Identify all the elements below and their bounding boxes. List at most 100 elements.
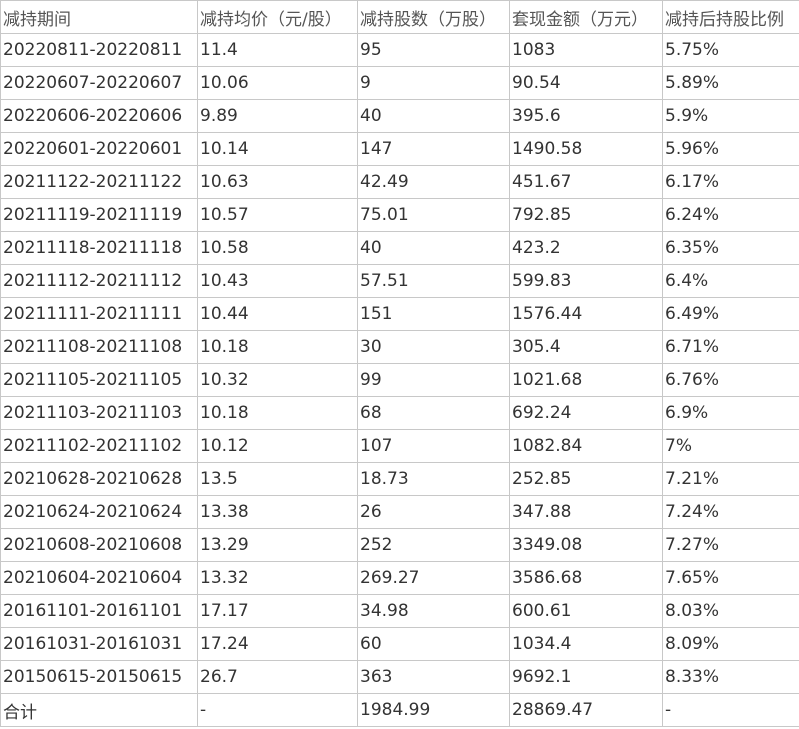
cell: 147: [357, 132, 510, 166]
table-row: 20211119-20211119 10.57 75.01 792.85 6.24%: [0, 198, 799, 232]
cell: 5.75%: [662, 33, 799, 67]
cell: 34.98: [357, 594, 510, 628]
cell: 13.38: [197, 495, 358, 529]
cell: 252: [357, 528, 510, 562]
table-row: 20211103-20211103 10.18 68 692.24 6.9%: [0, 396, 799, 430]
cell: 20211111-20211111: [0, 297, 198, 331]
table-row: 20211108-20211108 10.18 30 305.4 6.71%: [0, 330, 799, 364]
cell: 10.44: [197, 297, 358, 331]
cell: 68: [357, 396, 510, 430]
cell: 26.7: [197, 660, 358, 694]
header-cell: 减持后持股比例: [662, 0, 799, 34]
header-cell: 减持均价（元/股）: [197, 0, 358, 34]
cell: 20211103-20211103: [0, 396, 198, 430]
cell: -: [662, 693, 799, 727]
table-row: 20150615-20150615 26.7 363 9692.1 8.33%: [0, 660, 799, 694]
cell: 1083: [509, 33, 663, 67]
cell: 792.85: [509, 198, 663, 232]
table-row: 合计 -1984.99 28869.47-: [0, 693, 799, 727]
cell: 10.18: [197, 396, 358, 430]
table-row: 20161031-20161031 17.24 60 1034.4 8.09%: [0, 627, 799, 661]
cell: 20210604-20210604: [0, 561, 198, 595]
table-row: 20211118-20211118 10.58 40 423.2 6.35%: [0, 231, 799, 265]
table-row: 20211111-20211111 10.44 151 1576.44 6.49%: [0, 297, 799, 331]
cell: 7.27%: [662, 528, 799, 562]
cell: 7%: [662, 429, 799, 463]
cell: 40: [357, 99, 510, 133]
header-cell: 减持股数（万股）: [357, 0, 510, 34]
cell: 13.29: [197, 528, 358, 562]
cell: 99: [357, 363, 510, 397]
cell: 18.73: [357, 462, 510, 496]
cell: 692.24: [509, 396, 663, 430]
cell: 252.85: [509, 462, 663, 496]
table-row: 20211102-20211102 10.12 107 1082.84 7%: [0, 429, 799, 463]
cell: 7.24%: [662, 495, 799, 529]
cell: 1984.99: [357, 693, 510, 727]
cell: 20210608-20210608: [0, 528, 198, 562]
cell: 8.33%: [662, 660, 799, 694]
table-row: 20211122-20211122 10.63 42.49 451.67 6.17%: [0, 165, 799, 199]
cell: 9.89: [197, 99, 358, 133]
cell: 1034.4: [509, 627, 663, 661]
cell: 20220606-20220606: [0, 99, 198, 133]
cell: 451.67: [509, 165, 663, 199]
cell: 90.54: [509, 66, 663, 100]
table-row: 20210628-20210628 13.5 18.73 252.85 7.21%: [0, 462, 799, 496]
cell: 20220607-20220607: [0, 66, 198, 100]
cell: 20210628-20210628: [0, 462, 198, 496]
cell: 10.58: [197, 231, 358, 265]
cell: 20211108-20211108: [0, 330, 198, 364]
cell: 1490.58: [509, 132, 663, 166]
cell: 8.03%: [662, 594, 799, 628]
cell: -: [197, 693, 358, 727]
cell: 9692.1: [509, 660, 663, 694]
table-row: 20220811-20220811 11.4 95 1083 5.75%: [0, 33, 799, 67]
cell: 20211105-20211105: [0, 363, 198, 397]
cell: 3586.68: [509, 561, 663, 595]
cell: 20211122-20211122: [0, 165, 198, 199]
cell: 95: [357, 33, 510, 67]
cell: 10.18: [197, 330, 358, 364]
cell: 151: [357, 297, 510, 331]
header-cell: 减持期间: [0, 0, 198, 34]
cell: 5.89%: [662, 66, 799, 100]
cell: 6.71%: [662, 330, 799, 364]
cell: 6.24%: [662, 198, 799, 232]
cell: 20220601-20220601: [0, 132, 198, 166]
cell: 395.6: [509, 99, 663, 133]
cell: 305.4: [509, 330, 663, 364]
cell: 1082.84: [509, 429, 663, 463]
cell: 28869.47: [509, 693, 663, 727]
cell: 60: [357, 627, 510, 661]
cell: 6.76%: [662, 363, 799, 397]
cell: 30: [357, 330, 510, 364]
cell: 3349.08: [509, 528, 663, 562]
table-row: 20211112-20211112 10.43 57.51 599.83 6.4%: [0, 264, 799, 298]
cell: 40: [357, 231, 510, 265]
table-row: 20220601-20220601 10.14 147 1490.58 5.96%: [0, 132, 799, 166]
cell: 13.32: [197, 561, 358, 595]
cell: 10.32: [197, 363, 358, 397]
cell: 20150615-20150615: [0, 660, 198, 694]
cell: 6.35%: [662, 231, 799, 265]
cell: 10.43: [197, 264, 358, 298]
cell: 599.83: [509, 264, 663, 298]
cell: 5.96%: [662, 132, 799, 166]
cell: 6.4%: [662, 264, 799, 298]
header-cell: 套现金额（万元）: [509, 0, 663, 34]
cell: 20211119-20211119: [0, 198, 198, 232]
cell: 20210624-20210624: [0, 495, 198, 529]
cell: 57.51: [357, 264, 510, 298]
cell: 20161101-20161101: [0, 594, 198, 628]
cell: 269.27: [357, 561, 510, 595]
cell: 6.49%: [662, 297, 799, 331]
cell: 363: [357, 660, 510, 694]
cell: 8.09%: [662, 627, 799, 661]
cell: 9: [357, 66, 510, 100]
cell: 10.06: [197, 66, 358, 100]
cell: 42.49: [357, 165, 510, 199]
